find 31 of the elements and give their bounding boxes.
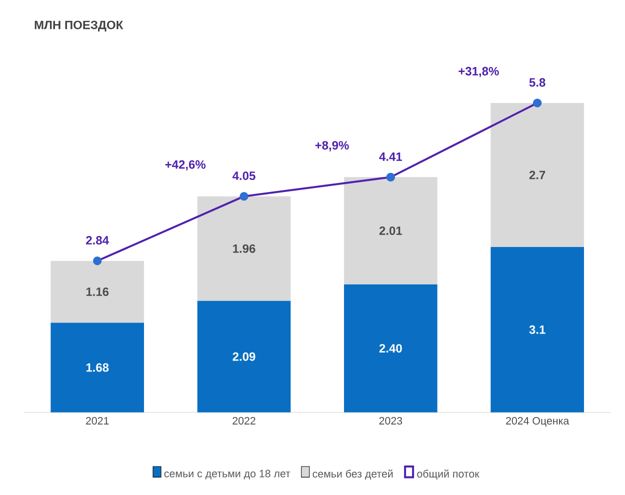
x-tick-label: 2023 — [379, 417, 402, 425]
data-label: 3.1 — [529, 325, 546, 334]
bar — [197, 196, 291, 301]
bar — [197, 300, 291, 412]
data-label: 4.41 — [379, 152, 402, 161]
data-label: 2.7 — [529, 170, 546, 180]
data-label: 1.68 — [86, 363, 109, 372]
legend-label: семьи с детьми до 18 лет — [164, 470, 290, 480]
x-tick-label: 2021 — [86, 417, 109, 425]
data-label: 1.16 — [86, 288, 109, 296]
data-label: 2.40 — [379, 344, 402, 353]
data-label: 2.84 — [86, 236, 109, 245]
bar — [344, 284, 438, 412]
data-label: 1.96 — [233, 244, 256, 253]
bar — [490, 102, 584, 247]
text: МЛН ПОЕЗДОК — [34, 20, 124, 32]
legend-label: общий поток — [417, 470, 480, 480]
annotation: +42,6% — [165, 160, 206, 171]
bar — [344, 177, 438, 284]
bar — [490, 246, 584, 412]
bar — [50, 260, 144, 323]
data-label: 2.09 — [232, 352, 256, 361]
x-tick-label: 2022 — [232, 417, 256, 425]
annotation: +8,9% — [315, 141, 349, 152]
x-tick-label: 2024 Оценка — [506, 417, 570, 427]
bar — [50, 322, 144, 412]
data-label: 5.8 — [529, 78, 546, 87]
annotation: +31,8% — [458, 66, 499, 78]
data-label: 4.05 — [232, 172, 256, 180]
legend-label: семьи без детей — [312, 470, 393, 480]
data-label: 2.01 — [379, 226, 402, 235]
